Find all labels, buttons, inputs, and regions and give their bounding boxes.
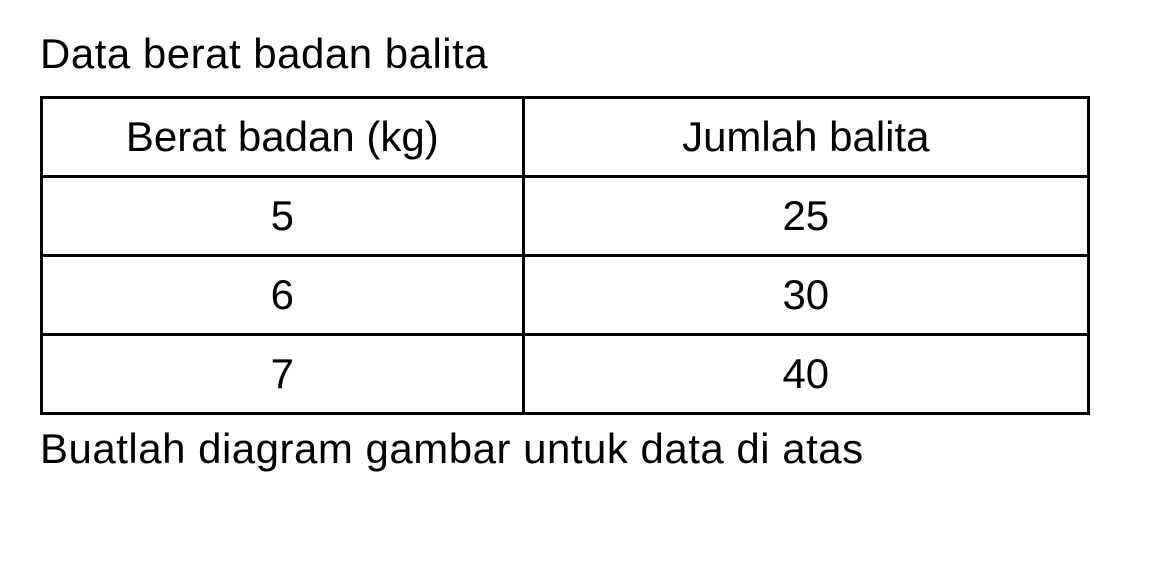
column-header-count: Jumlah balita	[523, 98, 1088, 177]
cell-weight: 7	[42, 335, 524, 414]
table-header-row: Berat badan (kg) Jumlah balita	[42, 98, 1089, 177]
page-title: Data berat badan balita	[40, 30, 1114, 78]
table-row: 6 30	[42, 256, 1089, 335]
column-header-weight: Berat badan (kg)	[42, 98, 524, 177]
instruction-text: Buatlah diagram gambar untuk data di ata…	[40, 425, 1114, 473]
table-row: 7 40	[42, 335, 1089, 414]
table-row: 5 25	[42, 177, 1089, 256]
cell-count: 25	[523, 177, 1088, 256]
cell-count: 30	[523, 256, 1088, 335]
cell-weight: 5	[42, 177, 524, 256]
cell-weight: 6	[42, 256, 524, 335]
data-table: Berat badan (kg) Jumlah balita 5 25 6 30…	[40, 96, 1090, 415]
cell-count: 40	[523, 335, 1088, 414]
